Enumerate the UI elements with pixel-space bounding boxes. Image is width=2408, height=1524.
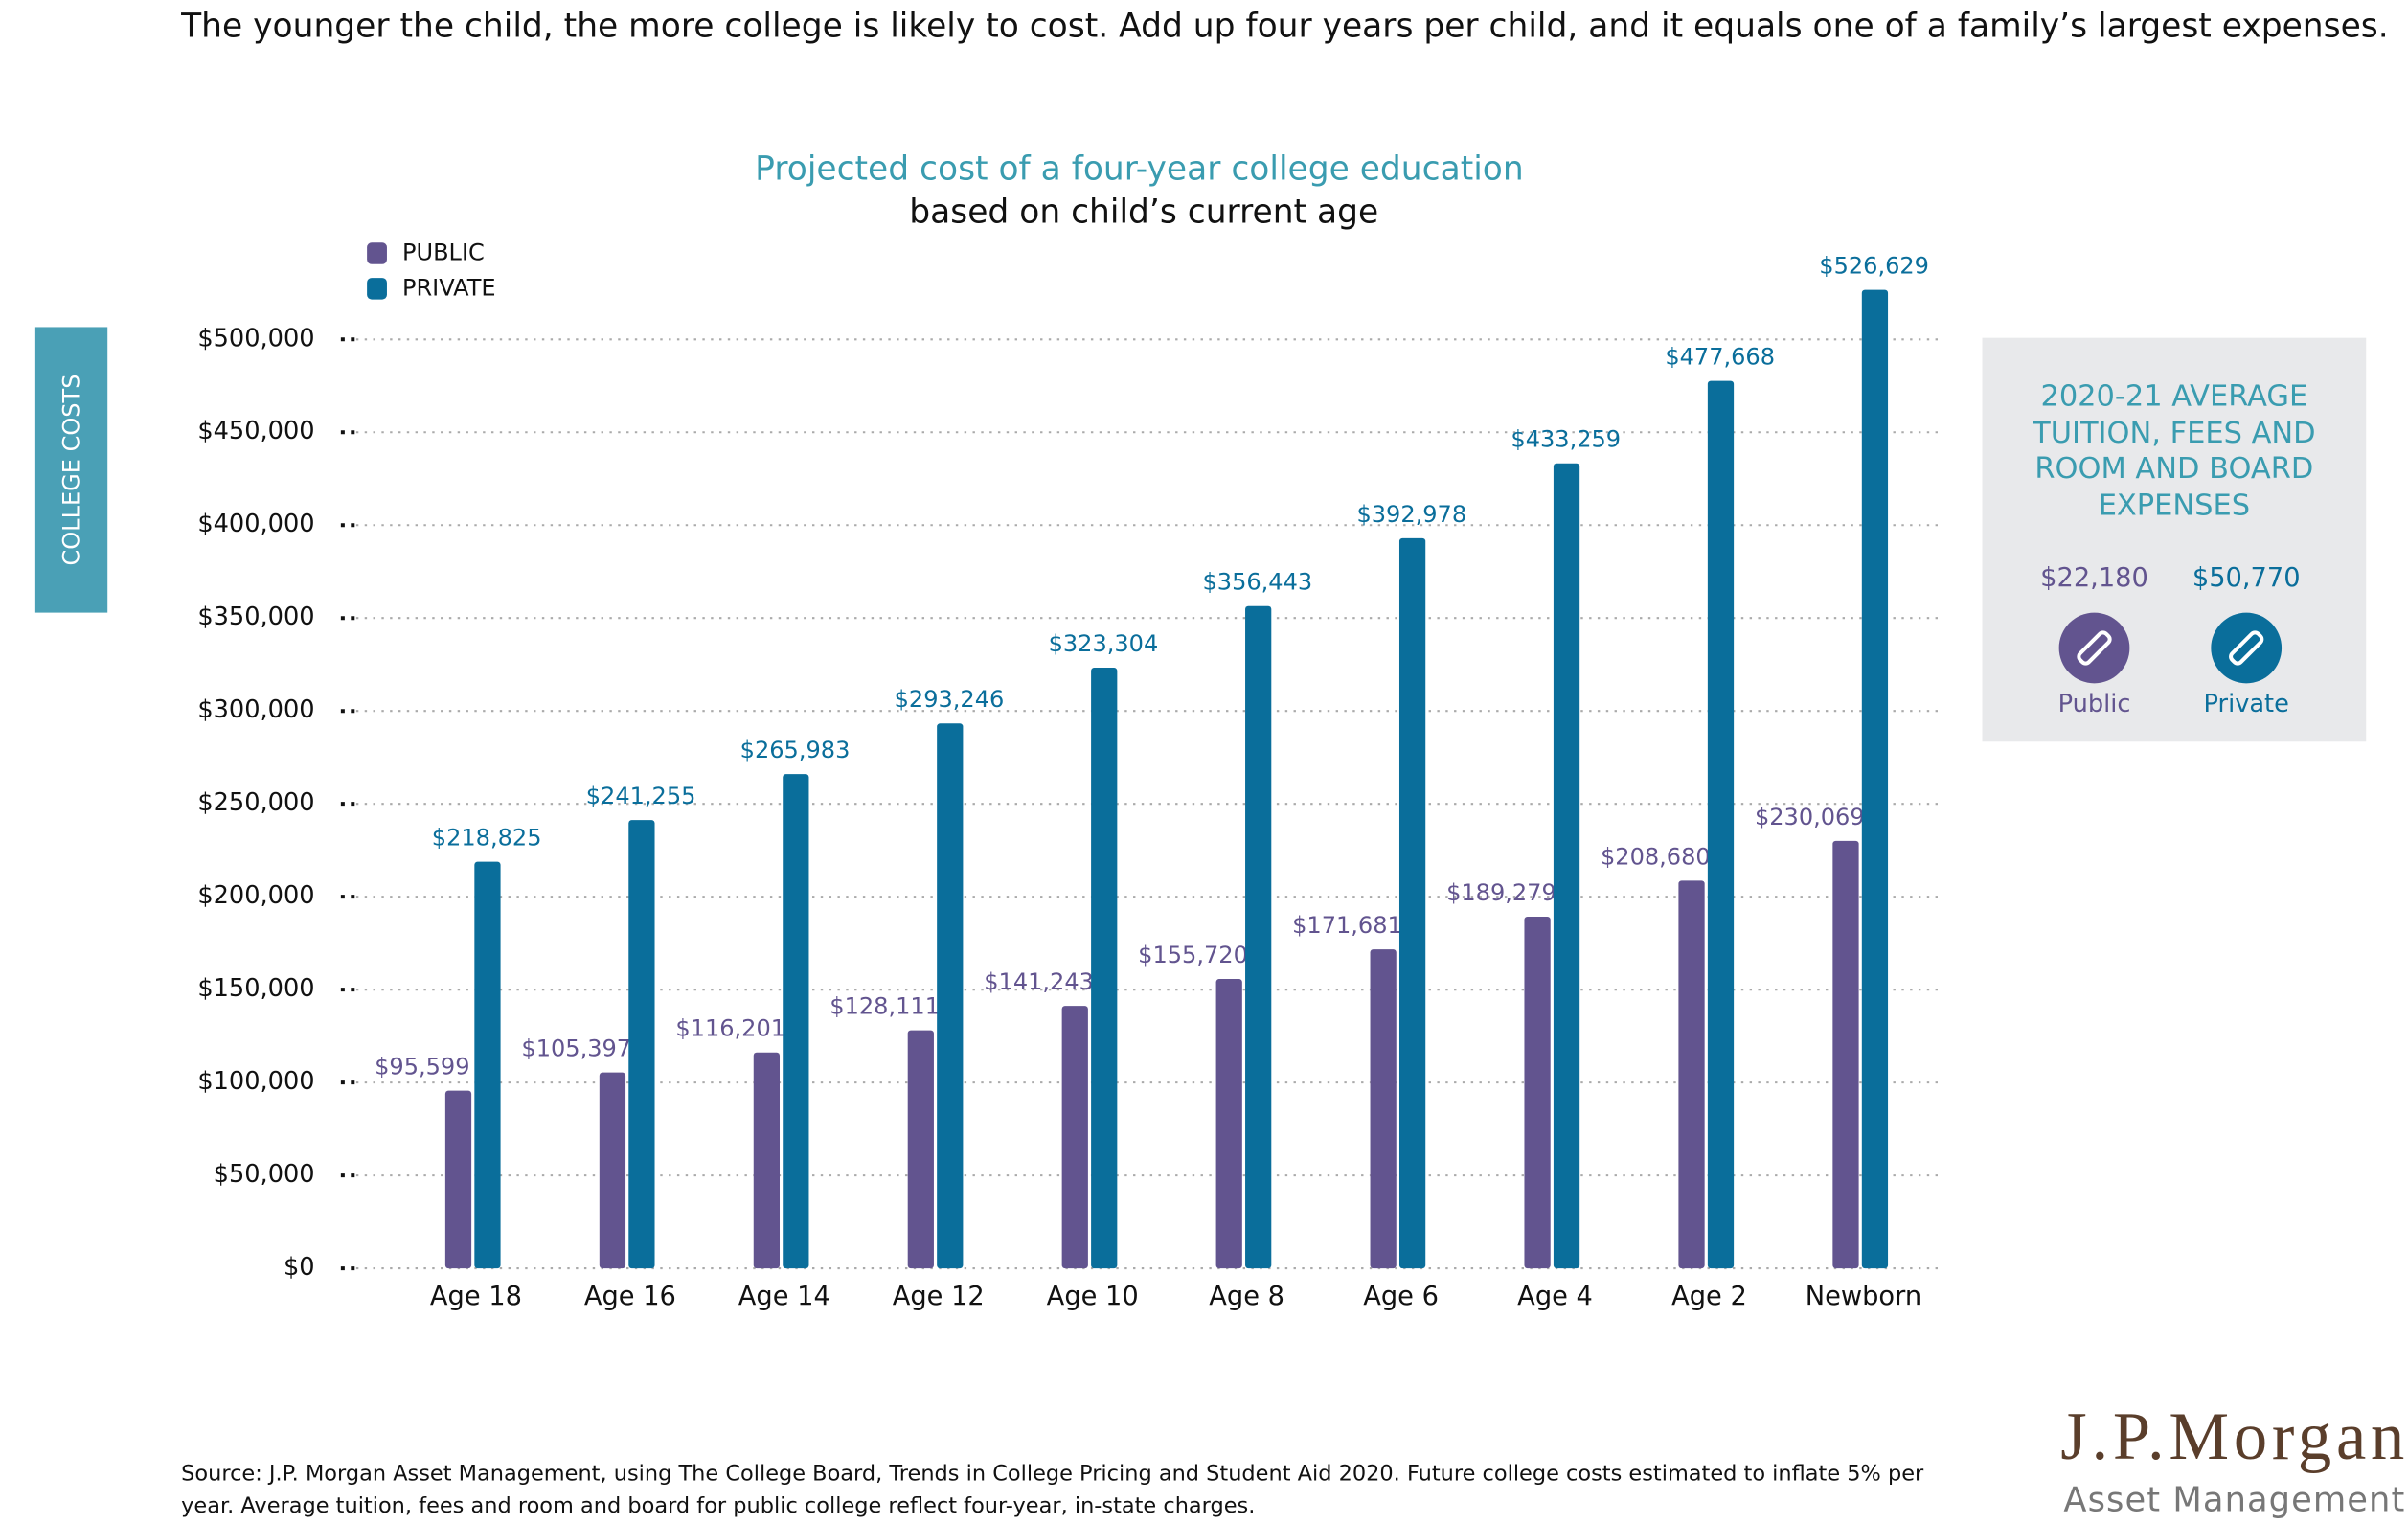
- y-tick-label: $100,000: [197, 1067, 314, 1096]
- y-label-box: [34, 327, 108, 613]
- bar: [1061, 1006, 1088, 1269]
- value-label: $171,681: [1292, 912, 1402, 939]
- header: The younger the child, the more college …: [180, 7, 2389, 45]
- bar: [1678, 880, 1705, 1269]
- bar: [599, 1072, 626, 1269]
- value-label: $477,668: [1665, 344, 1775, 371]
- private-average: $50,770: [2192, 563, 2301, 593]
- bar: [474, 861, 501, 1269]
- value-label: $105,397: [521, 1035, 631, 1062]
- y-tick-label: $0: [284, 1253, 315, 1282]
- public-average: $22,180: [2040, 563, 2148, 593]
- bar: [907, 1030, 934, 1269]
- bar: [1553, 463, 1580, 1269]
- y-tick-label: $300,000: [197, 695, 314, 724]
- legend-label: PUBLIC: [402, 239, 485, 266]
- x-tick-label: Age 18: [430, 1282, 522, 1311]
- logo-sub: Asset Management: [2063, 1481, 2404, 1520]
- legend-swatch: [367, 242, 387, 264]
- logo-name: J.P.Morgan: [2060, 1399, 2404, 1474]
- sidebar-title: TUITION, FEES AND: [2032, 417, 2316, 450]
- x-tick-label: Age 4: [1517, 1282, 1593, 1311]
- value-label: $189,279: [1446, 879, 1556, 906]
- bar: [1398, 537, 1426, 1269]
- value-label: $323,304: [1049, 630, 1159, 657]
- x-tick-label: Age 12: [893, 1282, 985, 1311]
- bar: [1245, 605, 1272, 1269]
- private-icon: [2211, 612, 2283, 684]
- x-tick-label: Age 6: [1363, 1282, 1439, 1311]
- sidebar-title: EXPENSES: [2099, 489, 2250, 522]
- x-tick-label: Age 8: [1209, 1282, 1284, 1311]
- public-icon: [2058, 612, 2130, 684]
- legend-swatch: [367, 278, 387, 300]
- value-label: $392,978: [1356, 501, 1466, 528]
- x-tick-label: Newborn: [1806, 1282, 1921, 1311]
- value-label: $241,255: [586, 783, 696, 809]
- x-tick-label: Age 2: [1671, 1282, 1747, 1311]
- footer: Source: J.P. Morgan Asset Management, us…: [181, 1461, 1924, 1486]
- value-label: $95,599: [375, 1054, 469, 1080]
- sidebar-title: 2020-21 AVERAGE: [2040, 380, 2307, 414]
- bar: [444, 1090, 472, 1269]
- sidebar-box: [1982, 337, 2367, 742]
- chart-subtitle: based on child’s current age: [909, 193, 1378, 231]
- bar: [1091, 667, 1118, 1269]
- y-tick-label: $350,000: [197, 603, 314, 631]
- y-tick-label: $450,000: [197, 417, 314, 445]
- value-label: $526,629: [1819, 253, 1929, 280]
- bar: [1215, 979, 1242, 1269]
- y-tick-label: $200,000: [197, 881, 314, 910]
- legend-label: PRIVATE: [402, 274, 496, 301]
- value-label: $155,720: [1138, 942, 1248, 968]
- bar: [1861, 289, 1889, 1269]
- bar: [783, 774, 809, 1269]
- chart-title: Projected cost of a four-year college ed…: [755, 149, 1524, 188]
- value-label: $356,443: [1203, 569, 1313, 596]
- bar: [1524, 916, 1551, 1269]
- private-label: Private: [2204, 690, 2289, 718]
- value-label: $265,983: [740, 737, 851, 763]
- value-label: $141,243: [984, 968, 1094, 995]
- value-label: $208,680: [1601, 843, 1711, 870]
- bar: [753, 1052, 781, 1269]
- value-label: $293,246: [895, 686, 1005, 713]
- bar: [628, 820, 655, 1269]
- y-axis-label: COLLEGE COSTS: [57, 375, 84, 566]
- x-tick-label: Age 10: [1047, 1282, 1139, 1311]
- bar: [1370, 949, 1397, 1269]
- x-tick-label: Age 16: [584, 1282, 676, 1311]
- y-tick-label: $150,000: [197, 974, 314, 1003]
- y-tick-label: $50,000: [214, 1160, 315, 1189]
- value-label: $230,069: [1755, 804, 1865, 830]
- sidebar-title: ROOM AND BOARD: [2034, 452, 2313, 486]
- y-tick-label: $500,000: [197, 324, 314, 353]
- footer: year. Average tuition, fees and room and…: [181, 1493, 1255, 1518]
- y-tick-label: $400,000: [197, 510, 314, 538]
- bar: [1832, 840, 1859, 1269]
- public-label: Public: [2058, 690, 2131, 718]
- bar: [937, 723, 964, 1269]
- diploma-icons: [2077, 630, 2264, 666]
- x-tick-label: Age 14: [738, 1282, 830, 1311]
- value-label: $128,111: [829, 993, 940, 1020]
- bar: [1707, 380, 1735, 1269]
- value-label: $433,259: [1511, 426, 1621, 453]
- y-tick-label: $250,000: [197, 788, 314, 817]
- value-label: $116,201: [675, 1015, 785, 1042]
- value-label: $218,825: [432, 825, 542, 852]
